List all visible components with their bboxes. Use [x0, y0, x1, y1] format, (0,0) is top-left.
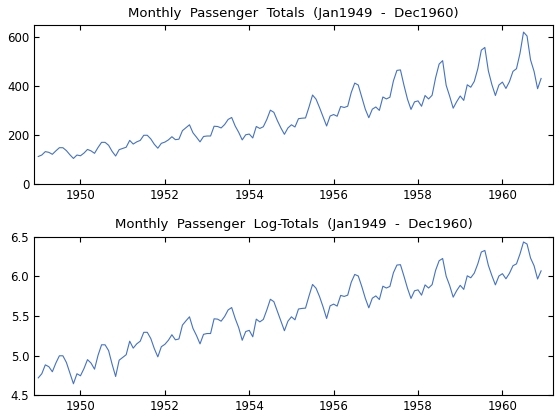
Title: Monthly  Passenger  Log-Totals  (Jan1949  -  Dec1960): Monthly Passenger Log-Totals (Jan1949 - … — [115, 218, 473, 231]
Title: Monthly  Passenger  Totals  (Jan1949  -  Dec1960): Monthly Passenger Totals (Jan1949 - Dec1… — [128, 7, 459, 20]
